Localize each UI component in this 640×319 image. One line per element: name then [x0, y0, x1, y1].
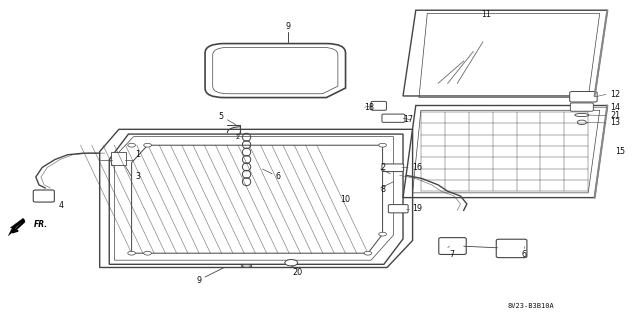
Circle shape: [379, 232, 387, 236]
FancyBboxPatch shape: [382, 114, 405, 122]
FancyBboxPatch shape: [33, 190, 54, 202]
Text: 14: 14: [611, 103, 621, 112]
Text: 13: 13: [611, 118, 621, 128]
Text: 2: 2: [381, 163, 386, 172]
Text: 2: 2: [236, 134, 240, 140]
FancyBboxPatch shape: [570, 103, 593, 111]
Circle shape: [128, 143, 136, 147]
Ellipse shape: [241, 265, 252, 267]
Text: 9: 9: [196, 276, 201, 285]
Text: 19: 19: [413, 204, 423, 213]
Circle shape: [144, 251, 152, 255]
Text: 18: 18: [364, 103, 374, 112]
Circle shape: [285, 260, 298, 266]
FancyBboxPatch shape: [388, 204, 408, 213]
FancyBboxPatch shape: [371, 101, 387, 110]
Text: 9: 9: [285, 22, 291, 31]
Text: 12: 12: [611, 90, 621, 99]
Text: 8: 8: [381, 185, 386, 194]
Circle shape: [364, 251, 372, 255]
Text: 8V23-B3B10A: 8V23-B3B10A: [508, 303, 554, 308]
Text: 21: 21: [611, 111, 621, 120]
Text: 3: 3: [136, 173, 141, 182]
Text: 10: 10: [340, 195, 351, 204]
Text: 16: 16: [413, 163, 422, 172]
Text: 1: 1: [136, 150, 141, 159]
Text: 15: 15: [615, 147, 625, 156]
Text: 17: 17: [403, 115, 413, 124]
FancyBboxPatch shape: [570, 92, 597, 102]
Ellipse shape: [575, 114, 589, 117]
Text: 4: 4: [59, 201, 64, 210]
Circle shape: [128, 251, 136, 255]
Circle shape: [379, 143, 387, 147]
Polygon shape: [8, 218, 25, 236]
Text: 5: 5: [218, 112, 223, 121]
FancyBboxPatch shape: [111, 152, 126, 165]
Text: FR.: FR.: [34, 220, 48, 229]
Text: 6: 6: [276, 173, 281, 182]
Text: 11: 11: [481, 11, 491, 19]
Circle shape: [144, 143, 152, 147]
FancyBboxPatch shape: [496, 239, 527, 258]
Circle shape: [577, 120, 586, 124]
FancyBboxPatch shape: [439, 238, 467, 255]
Text: 6: 6: [521, 250, 526, 259]
Text: 20: 20: [292, 268, 303, 277]
Text: 7: 7: [449, 250, 454, 259]
FancyBboxPatch shape: [382, 164, 404, 172]
